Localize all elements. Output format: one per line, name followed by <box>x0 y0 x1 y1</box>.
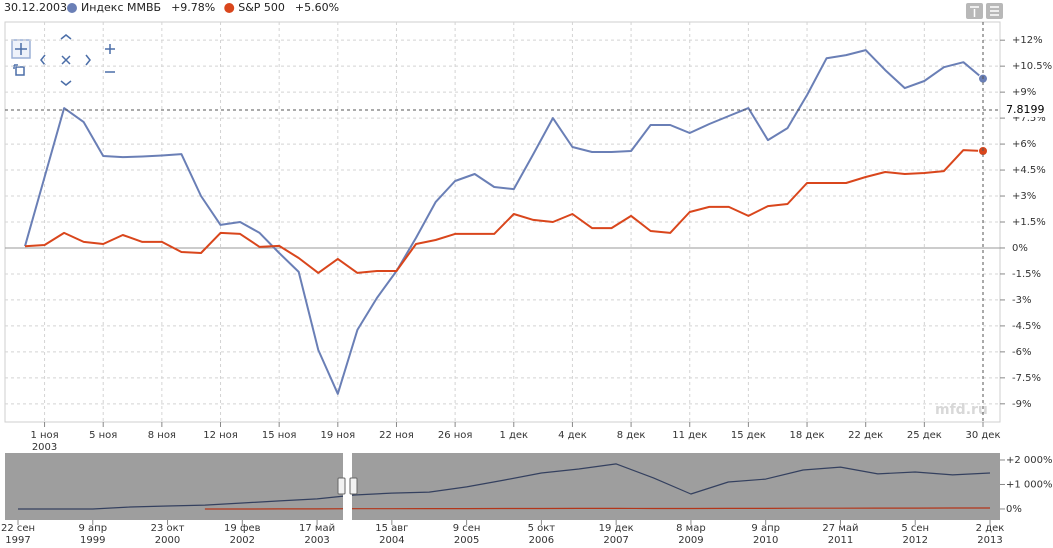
x-tick-year: 2013 <box>977 535 1002 546</box>
x-tick-label: 5 окт <box>528 523 556 534</box>
x-tick-year: 1999 <box>80 535 105 546</box>
x-tick-label: 27 май <box>822 523 858 534</box>
legend-value: +5.60% <box>295 1 339 14</box>
y-tick-label: +12% <box>1012 35 1043 46</box>
x-tick-year: 2006 <box>529 535 554 546</box>
zoom-in-button[interactable] <box>105 44 115 54</box>
x-tick-label: 25 дек <box>907 430 942 441</box>
x-tick-label: 9 апр <box>751 523 780 534</box>
x-tick-label: 19 ноя <box>321 430 356 441</box>
x-tick-label: 26 ноя <box>438 430 473 441</box>
y-tick-label: -6% <box>1012 347 1031 358</box>
x-tick-label: 9 сен <box>453 523 481 534</box>
x-tick-label: 1 дек <box>499 430 528 441</box>
x-tick-year: 2002 <box>230 535 255 546</box>
series-line <box>24 49 984 395</box>
left-button[interactable] <box>40 54 46 66</box>
legend-marker[interactable] <box>67 3 77 13</box>
y-tick-label: -1.5% <box>1012 269 1041 280</box>
x-tick-label: 15 дек <box>731 430 766 441</box>
up-button[interactable] <box>60 34 72 40</box>
zoom-controls[interactable] <box>11 34 115 86</box>
legend-value: +9.78% <box>171 1 215 14</box>
y-tick-label: +10.5% <box>1012 61 1052 72</box>
x-tick-year: 2011 <box>828 535 853 546</box>
x-tick-label: 5 сен <box>901 523 929 534</box>
y-tick-label: +4.5% <box>1012 165 1046 176</box>
y-tick-label: +2 000% <box>1006 455 1053 466</box>
x-tick-year: 2005 <box>454 535 479 546</box>
legend: Индекс ММВБ +9.78% S&P 500 +5.60% <box>67 1 339 14</box>
toolbar[interactable] <box>966 3 1003 19</box>
x-tick-label: 2 дек <box>976 523 1005 534</box>
x-tick-year: 2000 <box>155 535 180 546</box>
x-tick-year: 2003 <box>304 535 329 546</box>
x-tick-label: 15 авг <box>375 523 408 534</box>
x-tick-label: 22 ноя <box>379 430 414 441</box>
x-tick-year: 2004 <box>379 535 404 546</box>
y-tick-label: 0% <box>1006 504 1022 515</box>
navigator-handle[interactable] <box>349 477 358 495</box>
series-line <box>204 507 990 510</box>
y-tick-label: +6% <box>1012 139 1036 150</box>
navigator-background <box>5 453 1000 520</box>
x-tick-label: 8 ноя <box>148 430 176 441</box>
date-label: 30.12.2003 <box>4 1 67 14</box>
y-tick-label: +9% <box>1012 87 1036 98</box>
y-tick-label: -7.5% <box>1012 373 1041 384</box>
toolbar-icons <box>970 6 999 17</box>
legend-label[interactable]: Индекс ММВБ <box>81 1 161 14</box>
series-line <box>24 149 984 274</box>
y-tick-label: -4.5% <box>1012 321 1041 332</box>
down-button[interactable] <box>60 80 72 86</box>
plots: +12% +10.5% +9% +7.5% +6% +4.5% +3% +1.5% 0% -1.5… <box>1 22 1053 546</box>
x-tick-label: 22 сен <box>1 523 35 534</box>
y-tick-label: +3% <box>1012 191 1036 202</box>
x-tick-label: 30 дек <box>965 430 1000 441</box>
legend-label[interactable]: S&P 500 <box>238 1 285 14</box>
watermark: mfd.ru <box>935 402 988 418</box>
x-tick-year: 2003 <box>32 442 57 453</box>
x-tick-label: 18 дек <box>790 430 825 441</box>
x-tick-label: 4 дек <box>558 430 587 441</box>
crosshair-label-box <box>1001 103 1051 117</box>
x-tick-label: 22 дек <box>848 430 883 441</box>
x-tick-label: 15 ноя <box>262 430 297 441</box>
x-tick-label: 1 ноя <box>30 430 58 441</box>
y-tick-label: 0% <box>1012 243 1028 254</box>
crosshair-label: 7.8199 <box>1006 103 1045 116</box>
x-tick-label: 19 дек <box>599 523 634 534</box>
pan-icon <box>15 43 27 55</box>
x-tick-year: 2009 <box>678 535 703 546</box>
navigator-handle[interactable] <box>337 477 346 495</box>
y-tick-label: -3% <box>1012 295 1031 306</box>
x-tick-label: 11 дек <box>672 430 707 441</box>
navigator-selection[interactable] <box>343 453 352 520</box>
y-tick-label: +1 000% <box>1006 479 1053 490</box>
x-tick-label: 23 окт <box>151 523 185 534</box>
y-tick-label: -9% <box>1012 399 1031 410</box>
legend-marker[interactable] <box>224 3 235 13</box>
x-tick-label: 9 апр <box>78 523 107 534</box>
x-tick-label: 8 дек <box>617 430 646 441</box>
x-tick-label: 8 мар <box>676 523 706 534</box>
x-tick-label: 19 фев <box>224 523 261 534</box>
x-tick-label: 17 май <box>299 523 335 534</box>
x-tick-year: 2012 <box>903 535 928 546</box>
reset-button[interactable] <box>61 55 71 65</box>
series-line <box>18 463 991 510</box>
x-tick-year: 2010 <box>753 535 778 546</box>
x-tick-year: 2007 <box>603 535 628 546</box>
y-tick-label: +1.5% <box>1012 217 1046 228</box>
x-tick-label: 12 ноя <box>203 430 238 441</box>
y-tick-label: +7.5% <box>1012 113 1046 124</box>
x-tick-label: 5 ноя <box>89 430 117 441</box>
right-button[interactable] <box>85 54 91 66</box>
x-tick-year: 1997 <box>5 535 30 546</box>
